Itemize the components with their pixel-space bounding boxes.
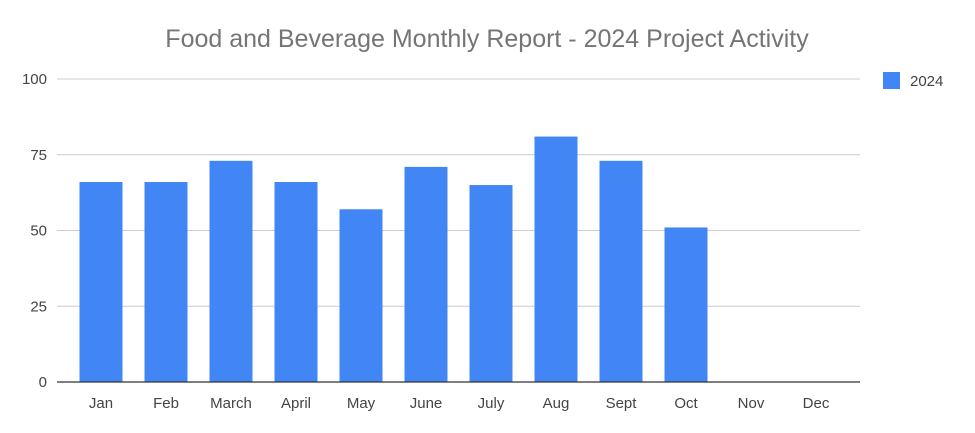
y-axis-tick-labels: 0 25 50 75 100: [22, 71, 47, 391]
x-tick-label-nov: Nov: [738, 395, 765, 412]
legend-swatch-2024: [883, 72, 900, 89]
x-tick-label-dec: Dec: [803, 395, 830, 412]
bar-jan[interactable]: [79, 182, 123, 382]
bar-feb[interactable]: [144, 182, 188, 382]
y-tick-label-100: 100: [22, 71, 47, 88]
x-tick-label-feb: Feb: [153, 395, 179, 412]
bar-sept[interactable]: [599, 160, 643, 382]
bars: [79, 136, 708, 382]
bar-may[interactable]: [339, 209, 383, 382]
y-tick-label-50: 50: [30, 223, 47, 240]
x-tick-label-jan: Jan: [89, 395, 113, 412]
x-tick-label-sept: Sept: [606, 395, 638, 412]
y-tick-label-0: 0: [39, 374, 47, 391]
x-tick-label-april: April: [281, 395, 311, 412]
y-tick-label-75: 75: [30, 147, 47, 164]
legend[interactable]: 2024: [883, 72, 943, 90]
bar-oct[interactable]: [664, 227, 708, 382]
y-tick-label-25: 25: [30, 298, 47, 315]
x-tick-label-oct: Oct: [674, 395, 698, 412]
bar-aug[interactable]: [534, 136, 578, 382]
bar-march[interactable]: [209, 160, 253, 382]
x-axis-tick-labels: Jan Feb March April May June July Aug Sept Oct Nov…: [89, 395, 830, 412]
x-tick-label-aug: Aug: [543, 395, 570, 412]
bar-april[interactable]: [274, 182, 318, 382]
x-tick-label-may: May: [347, 395, 376, 412]
bar-june[interactable]: [404, 166, 448, 382]
x-tick-label-june: June: [410, 395, 443, 412]
legend-label-2024: 2024: [910, 73, 943, 90]
chart-title: Food and Beverage Monthly Report - 2024 …: [165, 25, 809, 53]
x-tick-label-july: July: [478, 395, 505, 412]
x-tick-label-march: March: [210, 395, 252, 412]
bar-july[interactable]: [469, 185, 513, 382]
gridlines: [57, 78, 860, 307]
